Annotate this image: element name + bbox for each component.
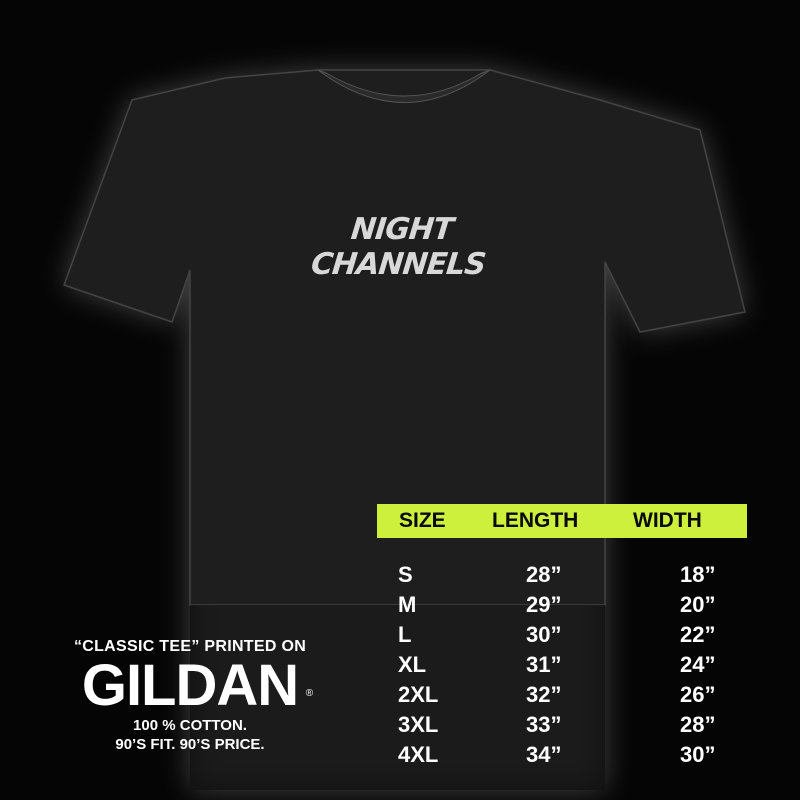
size: 4XL: [398, 742, 439, 767]
size-row: M 29” 20”: [398, 592, 758, 622]
width: 26”: [680, 682, 716, 707]
size-chart-header: SIZE LENGTH WIDTH: [377, 504, 747, 538]
width: 18”: [680, 562, 716, 587]
width: 20”: [680, 592, 716, 617]
size-row: L 30” 22”: [398, 622, 758, 652]
header-width: WIDTH: [633, 509, 702, 532]
logo-text: GILDAN: [81, 653, 299, 718]
registered-mark: ®: [305, 688, 313, 699]
size-row: XL 31” 24”: [398, 652, 758, 682]
width: 30”: [680, 742, 716, 767]
fit-price-text: 90’S FIT. 90’S PRICE.: [115, 736, 265, 753]
cotton-text: 100 % COTTON.: [133, 717, 247, 734]
size-row: 2XL 32” 26”: [398, 682, 758, 712]
width: 24”: [680, 652, 716, 677]
length: 29”: [526, 592, 562, 617]
width: 28”: [680, 712, 716, 737]
length: 32”: [526, 682, 562, 707]
size-row: 3XL 33” 28”: [398, 712, 758, 742]
size: S: [398, 562, 413, 587]
length: 33”: [526, 712, 562, 737]
length: 30”: [526, 622, 562, 647]
header-length: LENGTH: [492, 509, 579, 532]
size: 3XL: [398, 712, 439, 737]
size: M: [398, 592, 417, 617]
shirt-collar: [317, 69, 491, 103]
header-size: SIZE: [399, 509, 446, 532]
printed-on-text: “CLASSIC TEE” PRINTED ON: [73, 638, 307, 655]
length: 34”: [526, 742, 562, 767]
size: 2XL: [398, 682, 439, 707]
product-info: “CLASSIC TEE” PRINTED ON GILDAN ® 100 % C…: [40, 638, 340, 754]
width: 22”: [680, 622, 716, 647]
size-row: S 28” 18”: [398, 562, 758, 592]
shirt-print-text: NIGHT CHANNELS: [309, 212, 487, 282]
size: XL: [398, 652, 427, 677]
length: 28”: [526, 562, 562, 587]
size-chart-rows: S 28” 18” M 29” 20” L 30” 22” XL 31” 24” 2XL 32” 2…: [398, 562, 758, 772]
gildan-logo: GILDAN ®: [81, 653, 313, 718]
size-row: 4XL 34” 30”: [398, 742, 758, 772]
length: 31”: [526, 652, 562, 677]
size: L: [398, 622, 412, 647]
